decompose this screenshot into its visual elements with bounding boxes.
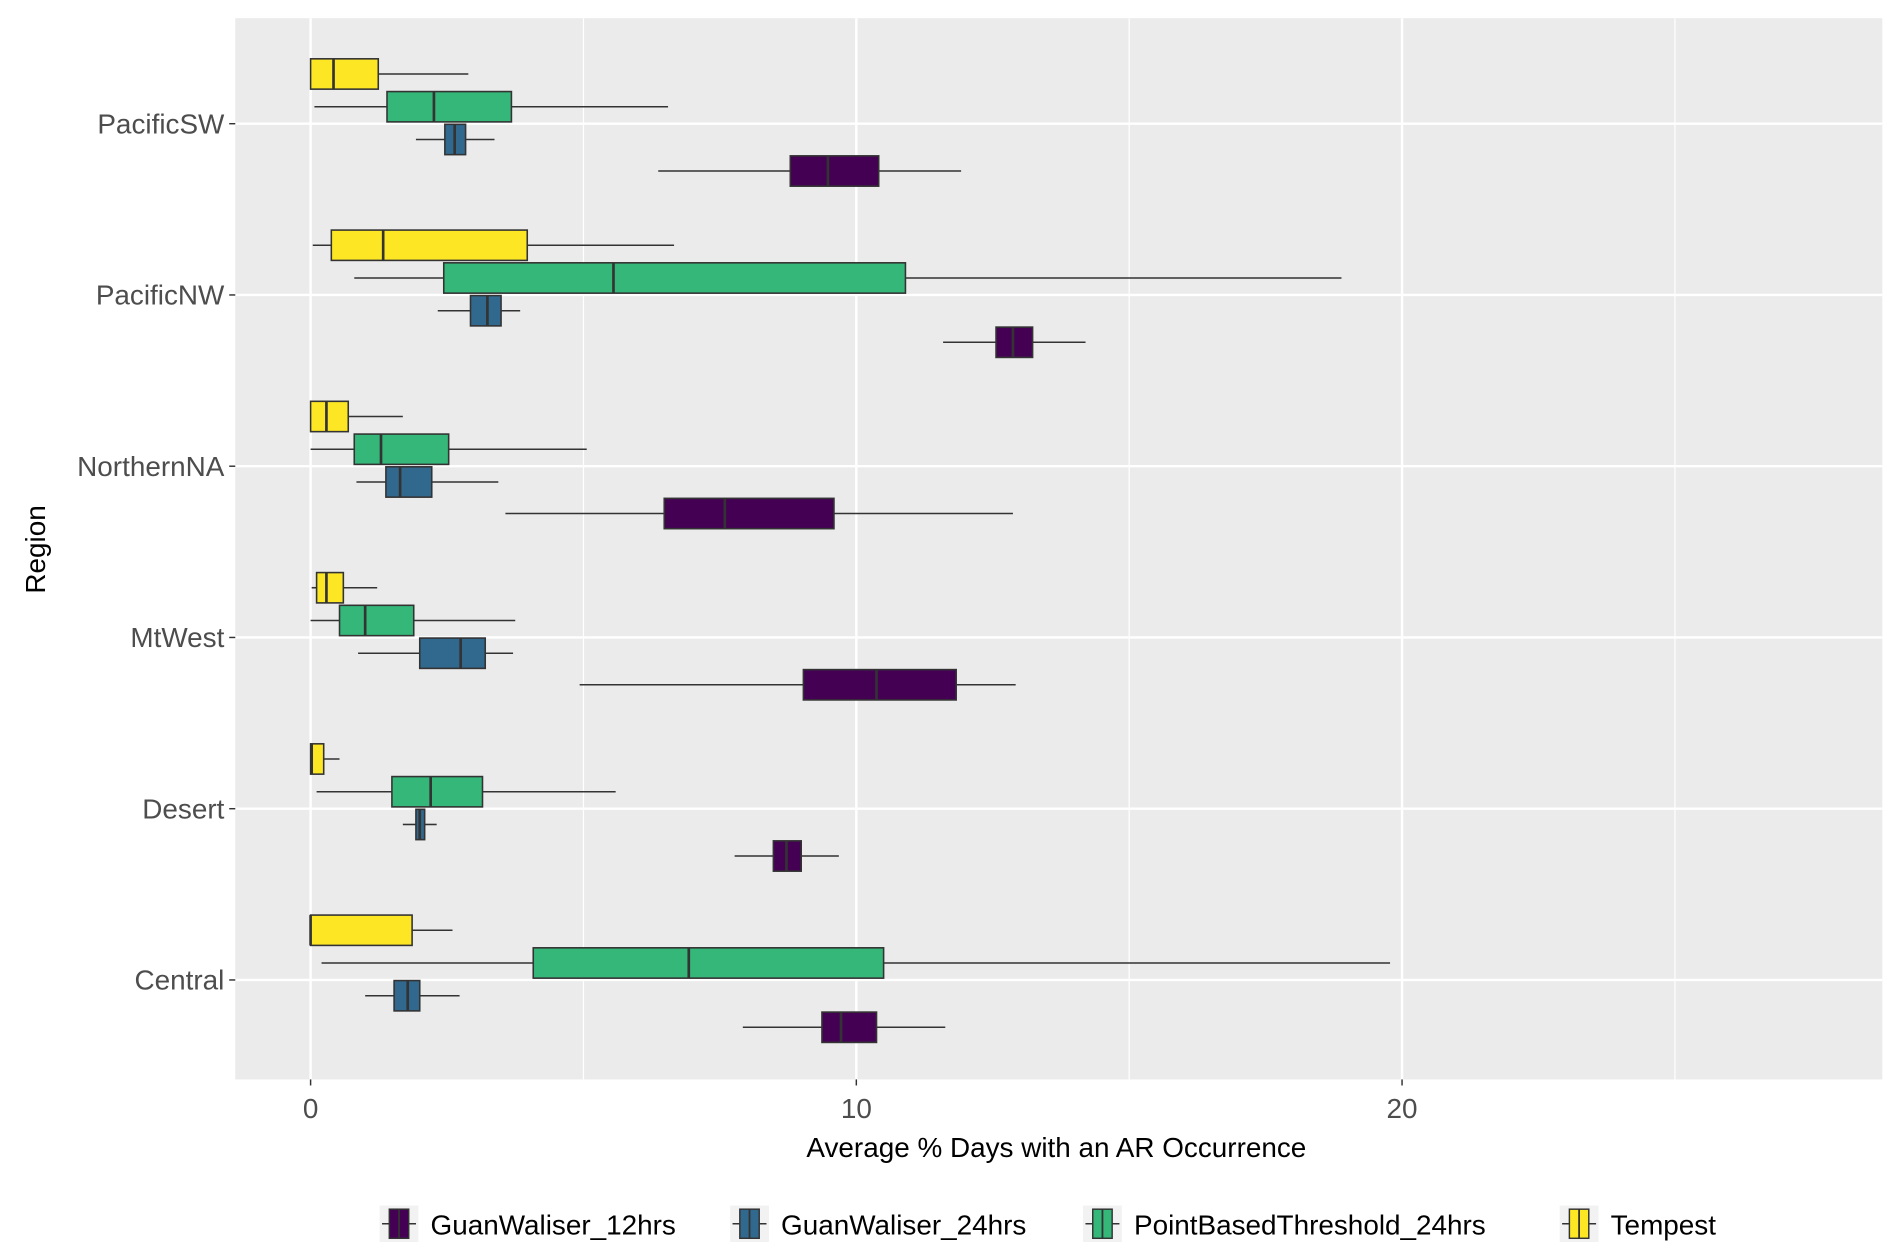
- x-axis-title: Average % Days with an AR Occurrence: [806, 1132, 1306, 1163]
- box-Tempest-MtWest: [311, 571, 378, 604]
- box-GuanWaliser_24hrs-MtWest: [358, 637, 514, 670]
- box-iqr: [532, 947, 885, 979]
- legend-item-GuanWaliser_12hrs: GuanWaliser_12hrs: [379, 1205, 676, 1242]
- y-axis-title: Region: [20, 505, 51, 593]
- box-iqr: [309, 58, 380, 90]
- y-tick-label: Desert: [142, 793, 224, 824]
- box-GuanWaliser_12hrs-PacificNW: [943, 326, 1086, 359]
- box-Tempest-Desert: [309, 743, 340, 775]
- box-iqr: [391, 775, 484, 808]
- box-Tempest-PacificSW: [309, 58, 469, 90]
- x-tick-label: 20: [1387, 1093, 1418, 1124]
- box-GuanWaliser_24hrs-NorthernNA: [356, 466, 499, 498]
- box-GuanWaliser_12hrs-MtWest: [579, 668, 1016, 701]
- box-iqr: [309, 400, 350, 433]
- box-iqr: [418, 637, 487, 670]
- box-GuanWaliser_12hrs-Central: [742, 1011, 946, 1044]
- plot-panel: [235, 18, 1883, 1080]
- legend-item-Tempest: Tempest: [1559, 1205, 1717, 1242]
- x-tick-label: 0: [303, 1093, 319, 1124]
- box-GuanWaliser_24hrs-PacificSW: [415, 123, 495, 156]
- box-GuanWaliser_12hrs-Desert: [734, 840, 839, 872]
- box-iqr: [353, 433, 450, 466]
- boxes: [309, 58, 1391, 1044]
- y-tick-label: Central: [135, 965, 225, 996]
- box-iqr: [789, 155, 880, 187]
- box-Tempest-PacificNW: [312, 229, 675, 262]
- box-iqr: [663, 497, 835, 530]
- box-PointBasedThreshold_24hrs-Desert: [316, 775, 616, 808]
- legend-item-PointBasedThreshold_24hrs: PointBasedThreshold_24hrs: [1083, 1205, 1486, 1242]
- y-axis: PacificSW PacificNW NorthernNA MtWest Desert…: [77, 108, 236, 996]
- y-tick-label: MtWest: [130, 622, 224, 653]
- box-GuanWaliser_12hrs-PacificSW: [658, 155, 962, 187]
- box-iqr: [309, 914, 413, 947]
- box-iqr: [995, 326, 1034, 359]
- box-iqr: [469, 294, 502, 327]
- box-GuanWaliser_24hrs-PacificNW: [437, 294, 521, 327]
- box-GuanWaliser_24hrs-Desert: [402, 808, 437, 841]
- legend-label: Tempest: [1611, 1210, 1717, 1241]
- legend: GuanWaliser_12hrs GuanWaliser_24hrs PointB…: [379, 1205, 1717, 1242]
- legend-label: GuanWaliser_12hrs: [431, 1210, 676, 1241]
- box-GuanWaliser_24hrs-Central: [365, 979, 460, 1012]
- box-iqr: [386, 90, 513, 123]
- box-GuanWaliser_12hrs-NorthernNA: [505, 497, 1013, 530]
- box-iqr: [330, 229, 529, 262]
- x-axis: 0 10 20: [303, 1079, 1418, 1124]
- box-PointBasedThreshold_24hrs-Central: [321, 947, 1391, 979]
- gridlines: [235, 18, 1883, 1080]
- box-iqr: [338, 604, 415, 637]
- box-PointBasedThreshold_24hrs-PacificSW: [314, 90, 669, 123]
- y-tick-label: PacificSW: [97, 108, 225, 139]
- legend-label: GuanWaliser_24hrs: [781, 1210, 1026, 1241]
- box-iqr: [821, 1011, 878, 1044]
- box-iqr: [385, 466, 433, 498]
- legend-label: PointBasedThreshold_24hrs: [1134, 1210, 1486, 1241]
- box-iqr: [315, 571, 345, 604]
- box-iqr: [802, 668, 957, 701]
- box-Tempest-Central: [309, 914, 453, 947]
- y-tick-label: PacificNW: [96, 280, 225, 311]
- x-tick-label: 10: [841, 1093, 872, 1124]
- y-tick-label: NorthernNA: [77, 451, 225, 482]
- box-PointBasedThreshold_24hrs-MtWest: [310, 604, 516, 637]
- box-iqr: [442, 262, 907, 294]
- legend-item-GuanWaliser_24hrs: GuanWaliser_24hrs: [730, 1205, 1026, 1242]
- box-Tempest-NorthernNA: [309, 400, 403, 433]
- box-PointBasedThreshold_24hrs-PacificNW: [354, 262, 1342, 294]
- box-PointBasedThreshold_24hrs-NorthernNA: [310, 433, 587, 466]
